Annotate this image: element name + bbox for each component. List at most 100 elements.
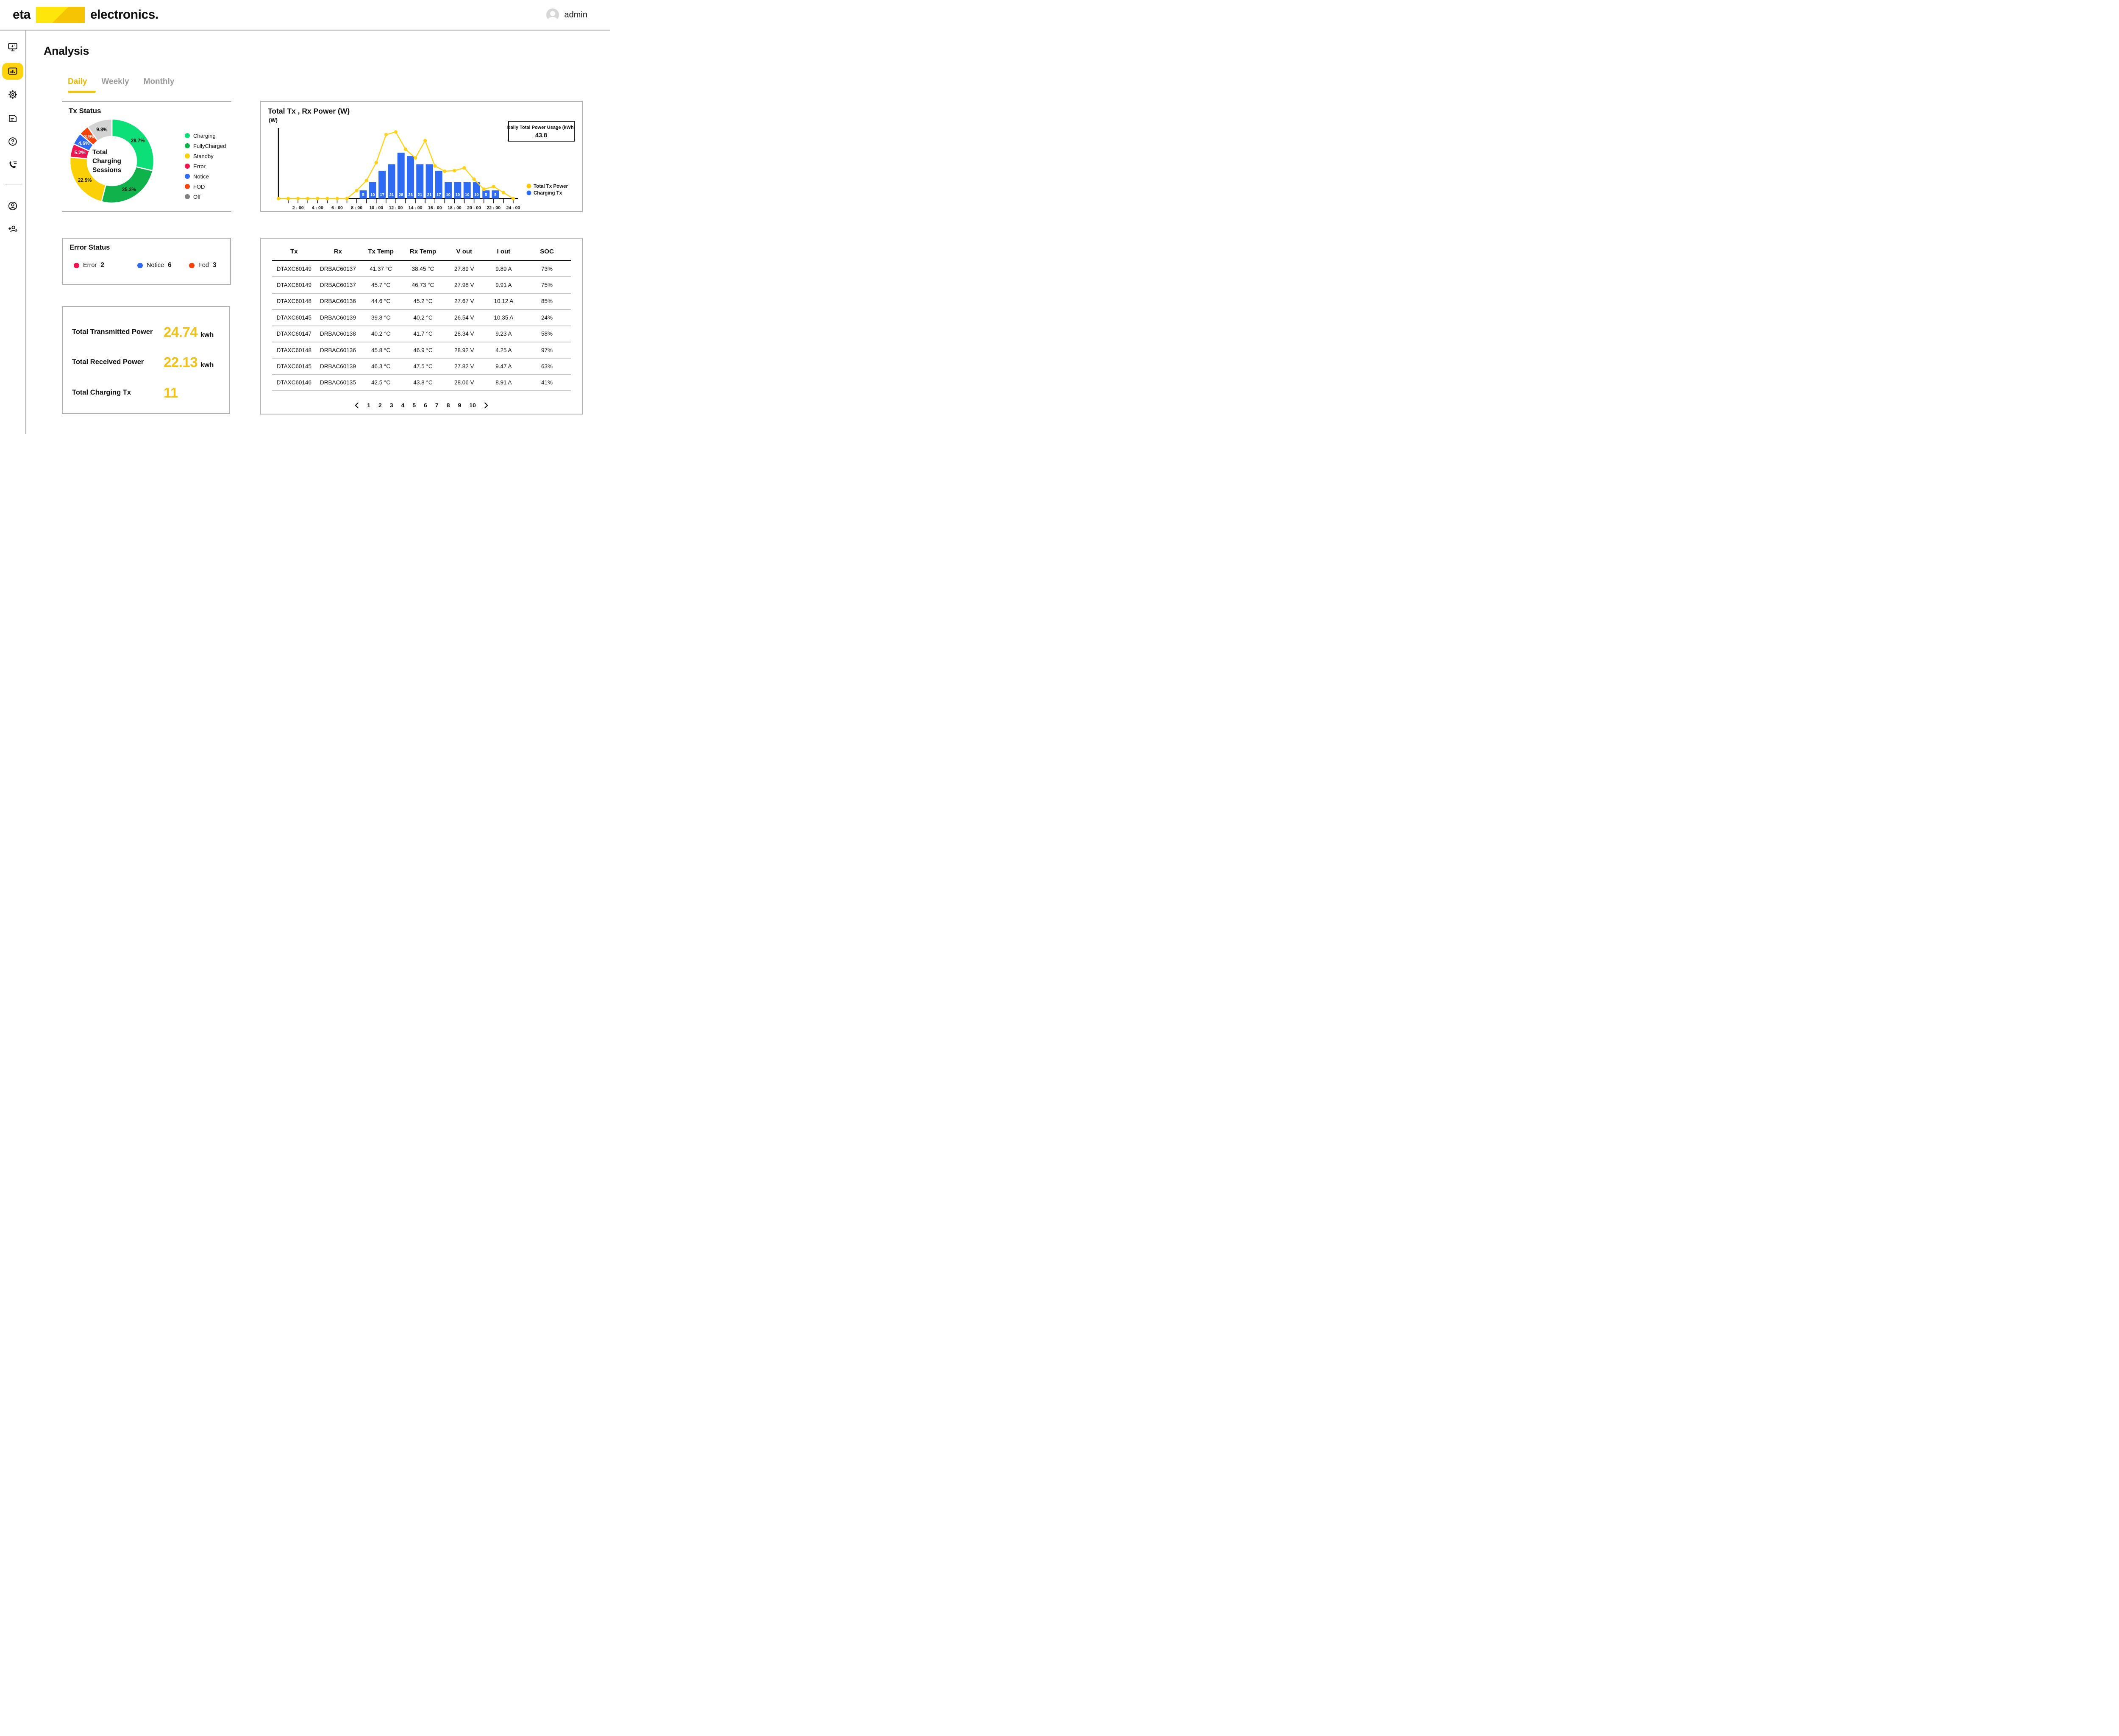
donut-pct-label: 25.3% [122, 187, 136, 192]
table-cell: 97% [541, 347, 553, 353]
bar-value-label: 10 [474, 193, 479, 198]
page-number-8[interactable]: 8 [446, 402, 450, 409]
page-number-5[interactable]: 5 [412, 402, 416, 409]
legend-label: FOD [193, 183, 205, 190]
line-point [384, 133, 388, 136]
sidebar-item-reports[interactable] [2, 110, 23, 127]
line-point [423, 139, 427, 143]
line-point [374, 161, 378, 164]
page-number-1[interactable]: 1 [367, 402, 370, 409]
table-cell: 44.6 °C [371, 298, 391, 305]
table-cell: 46.9 °C [413, 347, 433, 353]
pagination-prev-icon[interactable] [354, 402, 359, 409]
table-header-row: Tx Rx Tx Temp Rx Temp V out I out SOC [272, 245, 571, 257]
table-cell: DTAXC60147 [276, 331, 311, 337]
legend-label: Charging [193, 132, 216, 139]
tx-legend-item-off: Off [185, 192, 226, 202]
donut-pct-label: 9.8% [96, 128, 107, 133]
sidebar-item-add-user[interactable] [2, 220, 23, 237]
sidebar-item-profile[interactable] [2, 198, 23, 214]
bar-charging-tx [416, 164, 424, 199]
totals-unit: kwh [200, 331, 214, 339]
line-point [511, 197, 515, 200]
table-cell: 45.2 °C [413, 298, 433, 305]
error-count: 3 [213, 262, 217, 269]
error-label: Notice [147, 262, 164, 269]
table-row: DTAXC60149 DRBAC60137 41.37 °C 38.45 °C 27.8… [272, 261, 571, 278]
sidebar-item-help[interactable] [2, 133, 23, 150]
line-point [462, 166, 466, 170]
table-cell: 75% [541, 282, 553, 289]
x-tick-label: 16 : 00 [428, 206, 442, 211]
table-cell: 39.8 °C [371, 314, 391, 321]
table-cell: 10.12 A [494, 298, 514, 305]
page-number-10[interactable]: 10 [469, 402, 476, 409]
sidebar-item-settings[interactable] [2, 86, 23, 103]
tx-status-panel: Tx Status 28.7% 25.3% 22.5% 5.2% 4.6% 3.9% 9.8… [62, 101, 231, 212]
donut-slice-off [87, 118, 113, 142]
page-number-9[interactable]: 9 [458, 402, 462, 409]
table-cell: 27.82 V [454, 363, 474, 370]
bar-value-label: 21 [427, 193, 432, 198]
sidebar-item-contact[interactable] [2, 156, 23, 173]
measurements-table-panel: Tx Rx Tx Temp Rx Temp V out I out SOC DTAXC601… [260, 238, 583, 415]
col-header-tx: Tx [290, 248, 298, 255]
page-number-6[interactable]: 6 [424, 402, 427, 409]
table-cell: DRBAC60139 [320, 314, 356, 321]
error-dot-icon [137, 262, 143, 268]
table-cell: 42.5 °C [371, 379, 391, 386]
bar-charging-tx [454, 182, 462, 199]
error-item-error: Error 2 [74, 262, 104, 269]
bar-charging-tx [407, 156, 414, 199]
sidebar-item-analysis[interactable] [2, 63, 23, 80]
table-header-divider [272, 260, 571, 261]
page-number-4[interactable]: 4 [401, 402, 405, 409]
page-number-7[interactable]: 7 [435, 402, 439, 409]
tx-legend-item-fod: FOD [185, 181, 226, 192]
monitor-sparkle-icon [8, 43, 17, 52]
error-dot-icon [74, 262, 79, 268]
pagination-next-icon[interactable] [484, 402, 489, 409]
line-point [472, 177, 476, 181]
table-row: DTAXC60146 DRBAC60135 42.5 °C 43.8 °C 28.06 … [272, 375, 571, 392]
legend-label: Error [193, 163, 206, 170]
col-header-i-out: I out [497, 248, 511, 255]
power-chart-panel: Total Tx , Rx Power (W) (W) 2 : 00 4 : 00 6… [260, 101, 583, 212]
line-point [453, 169, 456, 172]
bar-value-label: 28 [399, 193, 403, 198]
bar-charging-tx [435, 170, 442, 199]
line-point [492, 185, 495, 189]
help-icon [8, 137, 17, 146]
x-tick-label: 8 : 00 [351, 206, 362, 211]
table-cell: 27.89 V [454, 265, 474, 272]
tab-monthly[interactable]: Monthly [143, 77, 175, 86]
tab-daily[interactable]: Daily [68, 77, 87, 86]
error-status-items: Error 2 Notice 6 Fod 3 [63, 262, 230, 273]
legend-label: FullyCharged [193, 142, 226, 149]
bar-charging-tx [359, 190, 367, 199]
table-cell: DRBAC60135 [320, 379, 356, 386]
page-number-3[interactable]: 3 [389, 402, 393, 409]
line-point [335, 197, 339, 200]
logo-text-electronics: electronics. [90, 8, 159, 22]
power-line-bar-chart: (W) 2 : 00 4 : 00 6 : 00 8 : 00 10 : 00 12 : 0… [269, 117, 576, 211]
table-body: DTAXC60149 DRBAC60137 41.37 °C 38.45 °C 27.8… [272, 261, 571, 392]
table-cell: 40.2 °C [371, 331, 391, 337]
bar-value-label: 10 [370, 193, 375, 198]
tx-legend-item-fullycharged: FullyCharged [185, 141, 226, 151]
tab-weekly[interactable]: Weekly [101, 77, 129, 86]
user-menu[interactable]: admin [546, 8, 587, 21]
bar-charging-tx [378, 170, 386, 199]
error-count: 6 [168, 262, 172, 269]
table-cell: 27.98 V [454, 282, 474, 289]
totals-value-wrap: 11 [164, 385, 178, 401]
sidebar-item-monitor[interactable] [2, 39, 23, 56]
add-user-icon [8, 225, 17, 232]
page-number-2[interactable]: 2 [378, 402, 382, 409]
line-point [482, 187, 486, 191]
chart-legend-label: Total Tx Power [534, 184, 568, 189]
line-point [413, 156, 417, 160]
totals-label: Total Transmitted Power [72, 328, 153, 336]
line-point [433, 164, 437, 168]
tx-status-legend: Charging FullyCharged Standby Error Notice FO… [185, 131, 226, 202]
